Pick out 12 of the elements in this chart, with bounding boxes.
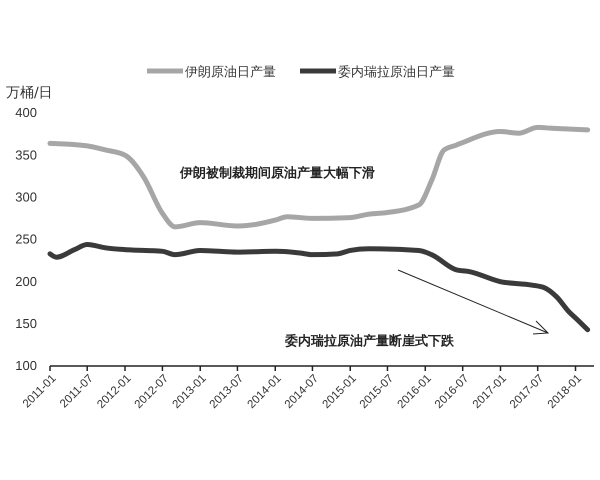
y-tick-label: 250: [15, 232, 37, 247]
annotation: 伊朗被制裁期间原油产量大幅下滑: [179, 165, 375, 181]
annotation: 委内瑞拉原油产量断崖式下跌: [284, 333, 455, 349]
legend-label: 伊朗原油日产量: [185, 64, 276, 80]
y-tick-label: 300: [15, 189, 37, 204]
y-axis-title: 万桶/日: [6, 85, 53, 101]
y-tick-label: 100: [15, 358, 37, 374]
legend-label: 委内瑞拉原油日产量: [338, 65, 455, 80]
y-tick-label: 200: [15, 274, 37, 289]
y-tick-label: 400: [15, 105, 37, 120]
y-tick-label: 350: [15, 147, 37, 162]
y-tick-label: 150: [15, 316, 37, 331]
